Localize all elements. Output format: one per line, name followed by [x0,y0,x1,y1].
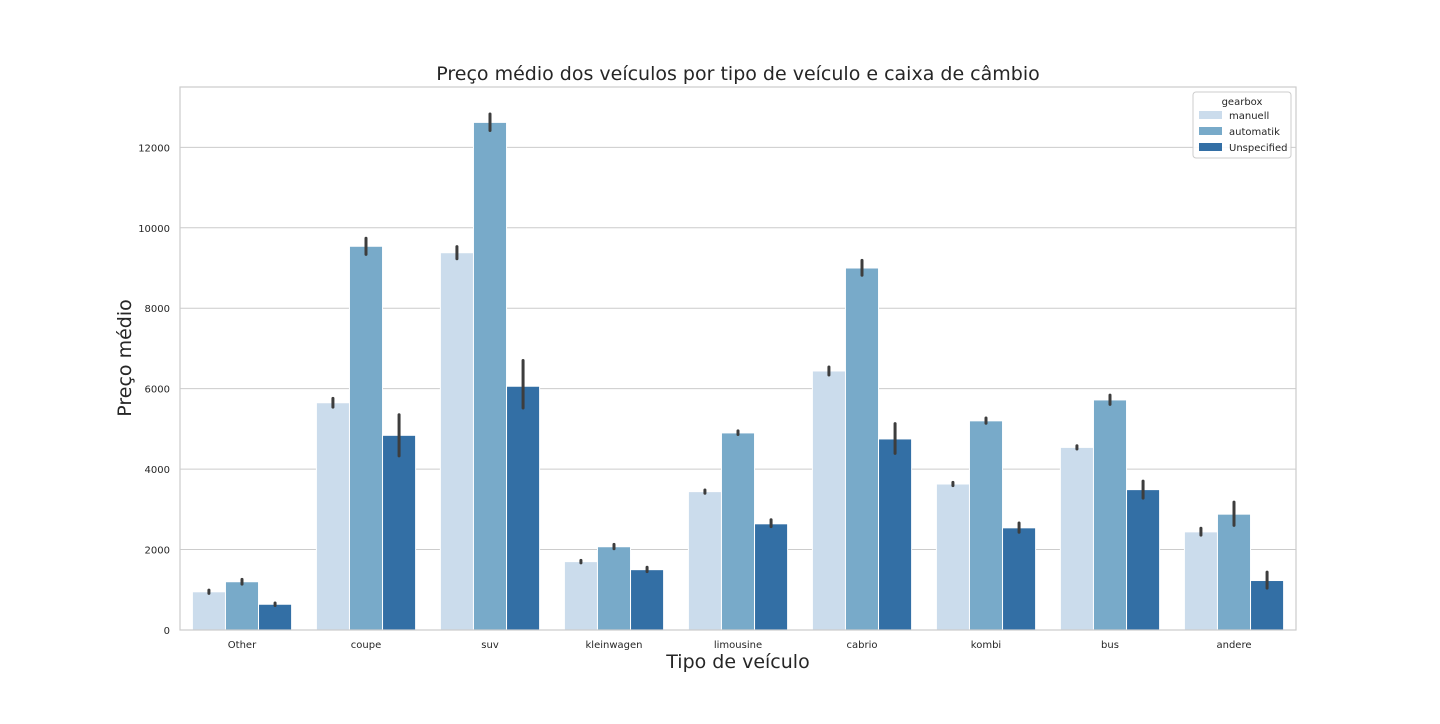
bar-unspecified-coupe [382,434,417,631]
y-tick-label: 6000 [145,385,170,396]
y-tick-label: 2000 [145,546,170,557]
bar-manuell-kleinwagen [563,561,598,631]
y-tick-label: 12000 [138,143,170,154]
plot-frame [179,86,1297,631]
bar-automatik-limousine [720,432,756,631]
legend-box [1192,91,1292,159]
y-tick-label: 10000 [138,224,170,235]
bar-automatik-kleinwagen [596,546,632,631]
bar-automatik-coupe [348,245,384,631]
legend: gearbox manuell automatik Unspecified [1192,91,1292,159]
bar-unspecified-limousine [754,523,789,631]
bar-manuell-cabrio [811,370,846,631]
bar-unspecified-kleinwagen [630,569,665,631]
y-axis-label: Preço médio [114,299,136,416]
y-tick-labels: 0 2000 4000 6000 8000 10000 12000 [138,143,170,637]
y-tick-label: 0 [164,626,170,637]
legend-swatch [1199,127,1222,135]
error-bars [207,112,1269,607]
y-tick-label: 8000 [145,304,170,315]
bar-manuell-other [191,591,226,631]
bar-unspecified-cabrio [878,438,913,631]
legend-swatch [1199,143,1222,151]
bars [191,121,1285,631]
bar-automatik-kombi [968,420,1004,631]
x-tick-label: cabrio [847,640,878,651]
x-tick-label: bus [1101,640,1119,651]
y-tick-label: 4000 [145,465,170,476]
bar-manuell-kombi [935,483,970,631]
x-tick-label: kleinwagen [586,640,643,651]
bar-manuell-andere [1183,531,1218,631]
x-tick-label: kombi [971,640,1001,651]
bar-automatik-other [224,581,260,631]
bar-unspecified-suv [506,385,541,631]
x-tick-label: coupe [351,640,381,651]
legend-label: manuell [1229,111,1269,122]
bar-automatik-suv [472,121,508,631]
x-tick-label: Other [228,640,257,651]
legend-swatch [1199,111,1222,119]
bar-automatik-bus [1092,399,1128,631]
bar-manuell-suv [439,252,474,631]
x-tick-label: suv [481,640,499,651]
bar-automatik-andere [1216,513,1252,631]
legend-label: automatik [1229,127,1280,138]
bar-unspecified-other [258,603,293,631]
x-axis-label: Tipo de veículo [665,651,809,673]
legend-label: Unspecified [1229,143,1287,154]
bar-unspecified-kombi [1002,527,1037,631]
x-tick-labels: Other coupe suv kleinwagen limousine cabrio ko… [228,640,1252,651]
bar-manuell-limousine [687,491,722,631]
chart-title: Preço médio dos veículos por tipo de veí… [436,63,1039,85]
x-tick-label: limousine [714,640,762,651]
x-tick-label: andere [1216,640,1251,651]
legend-title: gearbox [1222,97,1263,108]
bar-manuell-coupe [315,402,350,631]
bar-automatik-cabrio [844,267,880,631]
bar-manuell-bus [1059,446,1094,631]
bar-unspecified-bus [1126,489,1161,631]
